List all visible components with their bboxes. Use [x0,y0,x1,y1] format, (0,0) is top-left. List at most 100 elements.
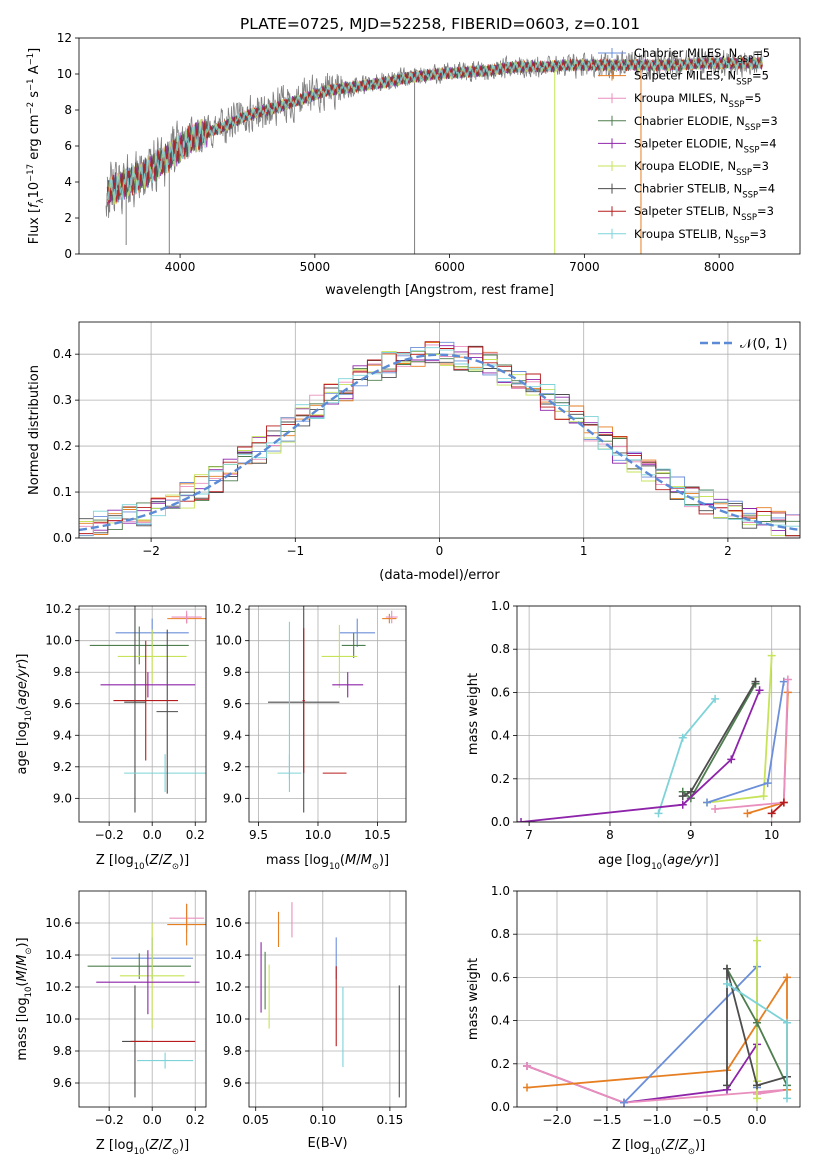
weight-marker [783,1018,791,1027]
y-tick-label: 0.4 [491,729,510,743]
y-tick-label: 10.2 [215,602,242,616]
x-tick-label: 10.0 [305,828,332,842]
age-vs-z-ylabel: age [log10(age/yr)] [15,654,34,775]
y-tick-label: 9.8 [223,665,242,679]
weight-line [706,655,773,804]
y-tick-label: 1.0 [491,599,510,613]
y-tick-label: 12 [57,31,72,45]
y-tick-label: 9.2 [223,760,242,774]
legend-label-6: Chabrier STELIB, NSSP=4 [634,182,775,201]
y-tick-label: 10.4 [45,948,72,962]
legend-label-1: Salpeter MILES, NSSP=5 [634,69,769,88]
y-tick-label: 10.2 [215,980,242,994]
gaussian-curve [79,353,800,532]
x-tick-label: −0.2 [95,1113,124,1127]
weight-marker [686,787,695,796]
weight-line [657,698,716,814]
mass_weight_vs_Z-plot-area [523,936,791,1107]
weight-marker [753,1081,761,1090]
spectrum-xlabel: wavelength [Angstrom, rest frame] [325,283,554,298]
y-tick-label: 0.2 [53,439,72,453]
weight-marker [523,1083,531,1092]
y-tick-label: 0.4 [491,1014,510,1028]
y-tick-label: 2 [64,211,72,225]
y-tick-label: 9.0 [223,791,242,805]
mass-weight-vs-z-xlabel: Z [log10(Z/Z⊙)] [612,1138,705,1157]
y-tick-label: 9.8 [53,1044,72,1058]
y-tick-label: 9.6 [223,1076,242,1090]
y-tick-label: 9.6 [223,697,242,711]
y-tick-label: 0.0 [491,815,510,829]
y-tick-label: 10.2 [45,980,72,994]
y-tick-label: 10.6 [45,916,72,930]
mass-weight-vs-age-ylabel: mass weight [466,673,481,755]
weight-marker [751,677,760,686]
weight-line [715,679,789,810]
y-tick-label: 10.2 [45,602,72,616]
y-tick-label: 10 [57,67,72,81]
spectrum-frame [78,37,801,255]
y-tick-label: 0.6 [491,970,510,984]
legend-label-8: Kroupa STELIB, NSSP=3 [634,227,766,246]
age-vs-z-xlabel: Z [log10(Z/Z⊙)] [96,853,189,872]
x-tick-label: 9.5 [249,828,268,842]
y-tick-label: 9.0 [53,791,72,805]
y-tick-label: 9.6 [53,1076,72,1090]
y-tick-label: 9.8 [53,665,72,679]
weight-line [526,1065,788,1104]
mass_weight_vs_age-frame [516,605,801,823]
x-tick-label: 8000 [704,260,735,274]
y-tick-label: 9.4 [53,728,72,742]
mass_weight_vs_Z-frame [516,890,801,1108]
weight-marker [753,1018,761,1027]
legend-label-7: Salpeter STELIB, NSSP=3 [634,204,774,223]
y-tick-label: 10.0 [45,634,72,648]
x-tick-label: −0.5 [692,1113,721,1127]
weight-marker [711,805,720,814]
weight-marker [767,809,776,818]
x-tick-label: −1.0 [642,1113,671,1127]
weight-marker [723,979,731,988]
mass-vs-ebv-xlabel: E(B-V) [307,1136,347,1151]
x-tick-label: 5000 [300,260,331,274]
x-tick-label: 9 [687,828,695,842]
weight-marker [727,755,736,764]
x-tick-label: −0.2 [95,828,124,842]
weight-line [726,968,788,1087]
y-tick-label: 10.0 [215,634,242,648]
legend-label-3: Chabrier ELODIE, NSSP=3 [634,114,778,133]
weight-marker [523,1061,531,1070]
spectrum-model-line [106,57,763,202]
x-tick-label: 8 [606,828,614,842]
x-tick-label: 0.0 [143,1113,162,1127]
y-tick-label: 0.8 [491,642,510,656]
spectrum-plot-area [105,50,763,254]
x-tick-label: 0.2 [186,828,205,842]
weight-marker [678,800,687,809]
y-tick-label: 0 [64,247,72,261]
weight-marker [779,798,788,807]
residuals-ylabel: Normed distribution [27,365,42,495]
age-vs-mass-xlabel: mass [log10(M/M⊙)] [266,853,389,872]
weight-marker [783,1094,791,1103]
mass_vs_EBV-plot-area [260,902,400,1098]
mass-weight-vs-z-ylabel: mass weight [466,958,481,1040]
residuals-plot-area [79,341,800,537]
age_vs_mass-frame [248,605,407,823]
weight-line [771,801,785,815]
y-tick-label: 0.4 [53,347,72,361]
age_vs_mass-plot-area [268,606,398,813]
weight-marker [711,694,720,703]
weight-marker [763,779,772,788]
mass_weight_vs_Z-axes: −2.0 −1.5 −1.0 −0.5 0.0 0.0 0.2 0.4 0.6 0.8 1.0 [491,884,800,1127]
x-tick-label: −2.0 [542,1113,571,1127]
x-tick-label: 10.5 [364,828,391,842]
mass_vs_Z-axes: −0.2 0.0 0.2 9.6 9.8 10.0 10.2 10.4 10.6 [45,891,206,1127]
y-tick-label: 8 [64,103,72,117]
x-tick-label: 6000 [434,260,465,274]
x-tick-label: 0.05 [242,1113,269,1127]
age_vs_Z-plot-area [89,606,206,813]
x-tick-label: 0.0 [747,1113,766,1127]
weight-marker [723,1081,731,1090]
x-tick-label: 0.15 [377,1113,404,1127]
